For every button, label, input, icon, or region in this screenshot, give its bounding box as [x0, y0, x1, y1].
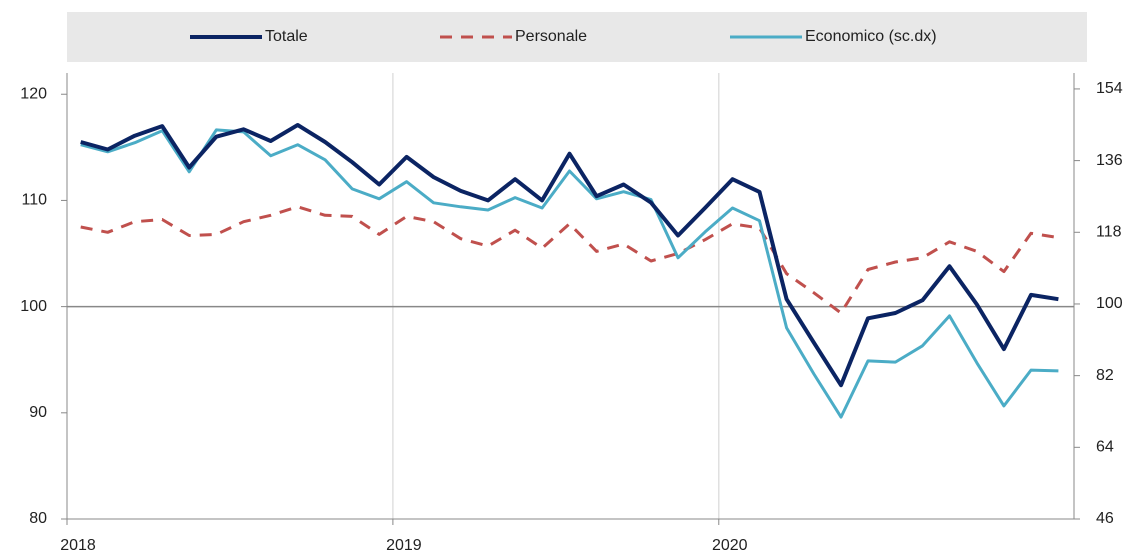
series-line — [80, 123, 1059, 388]
y2-tick-label: 100 — [1096, 295, 1123, 312]
legend-label: Personale — [515, 28, 587, 45]
y-tick-label: 120 — [20, 85, 47, 102]
y2-tick-label: 154 — [1096, 80, 1123, 97]
y-tick-label: 100 — [20, 298, 47, 315]
y2-tick-label: 82 — [1096, 367, 1114, 384]
x-tick-label: 2019 — [386, 537, 422, 554]
legend-label: Totale — [265, 28, 308, 45]
series-line — [80, 205, 1059, 315]
y2-tick-label: 64 — [1096, 439, 1114, 456]
x-tick-label: 2020 — [712, 537, 748, 554]
legend-label: Economico (sc.dx) — [805, 28, 937, 45]
series-line — [80, 128, 1059, 419]
y2-tick-label: 46 — [1096, 510, 1114, 527]
y-tick-label: 110 — [21, 192, 47, 209]
y-tick-label: 90 — [29, 404, 47, 421]
y2-tick-label: 118 — [1096, 224, 1122, 241]
y-tick-label: 80 — [29, 510, 47, 527]
y2-tick-label: 136 — [1096, 152, 1123, 169]
x-tick-label: 2018 — [60, 537, 96, 554]
